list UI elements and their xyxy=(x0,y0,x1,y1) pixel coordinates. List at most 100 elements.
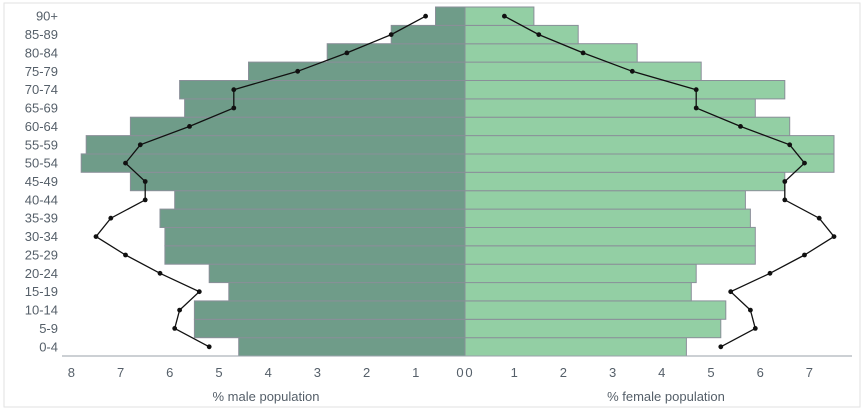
y-tick-label: 85-89 xyxy=(25,27,58,42)
y-tick-label: 25-29 xyxy=(25,248,58,263)
x-tick-label-male: 5 xyxy=(215,365,222,380)
y-tick-label: 30-34 xyxy=(25,229,58,244)
male-bar-60-64 xyxy=(129,116,466,137)
female-bar-55-59 xyxy=(464,135,835,155)
lines-layer xyxy=(93,13,837,350)
y-tick-label: 60-64 xyxy=(25,119,58,134)
x-tick-label-male: 3 xyxy=(314,365,321,380)
x-tick-label-female: 7 xyxy=(806,365,813,380)
male-line-point-30-34 xyxy=(93,234,99,240)
male-line-point-40-44 xyxy=(142,197,148,203)
y-tick-label: 50-54 xyxy=(25,156,58,171)
labels-layer: 0-4 5-9 10-14 15-19 20-24 25-29 30-34 35-39 40-4… xyxy=(25,9,813,404)
x-tick-label-male: 2 xyxy=(363,365,370,380)
bars-layer xyxy=(80,6,835,357)
male-line-point-0-4 xyxy=(206,344,212,350)
male-bar-70-74 xyxy=(179,80,466,100)
female-bar-75-79 xyxy=(464,61,702,81)
female-line-point-65-69 xyxy=(693,105,699,111)
male-bar-55-59 xyxy=(85,135,466,155)
female-line-point-25-29 xyxy=(802,252,807,258)
male-bar-20-24 xyxy=(208,263,466,284)
x-axis-title-male: % male population xyxy=(213,389,320,404)
female-bar-40-44 xyxy=(464,190,746,210)
female-line-point-75-79 xyxy=(629,68,635,74)
male-line-point-45-49 xyxy=(142,179,148,184)
y-tick-label: 45-49 xyxy=(25,174,58,189)
female-line-point-50-54 xyxy=(802,160,807,166)
male-line-point-85-89 xyxy=(388,32,394,37)
female-bar-20-24 xyxy=(464,263,697,284)
female-bar-85-89 xyxy=(464,24,579,45)
female-line-point-15-19 xyxy=(728,289,734,295)
female-bar-10-14 xyxy=(464,300,727,320)
y-tick-label: 75-79 xyxy=(25,64,58,79)
male-line-point-20-24 xyxy=(157,270,163,276)
y-tick-label: 15-19 xyxy=(25,284,58,299)
female-line-point-80-84 xyxy=(580,50,586,56)
female-line-point-70-74 xyxy=(693,87,699,93)
female-bar-25-29 xyxy=(464,245,756,265)
male-bar-90+ xyxy=(435,6,466,26)
female-bar-35-39 xyxy=(464,208,751,229)
male-line-point-65-69 xyxy=(231,105,237,111)
male-line-point-55-59 xyxy=(137,142,143,148)
x-axis-title-female: % female population xyxy=(607,389,725,404)
male-bar-5-9 xyxy=(193,318,466,339)
female-bar-5-9 xyxy=(464,318,722,339)
male-bar-65-69 xyxy=(184,98,466,118)
y-tick-label: 35-39 xyxy=(25,211,58,226)
female-bar-50-54 xyxy=(464,153,835,173)
male-line-point-70-74 xyxy=(231,87,237,93)
female-line-point-40-44 xyxy=(782,197,788,203)
female-bar-90+ xyxy=(464,6,535,26)
x-tick-label-male: 4 xyxy=(265,365,272,380)
female-bar-80-84 xyxy=(464,43,638,63)
male-bar-25-29 xyxy=(164,245,466,265)
y-tick-label: 5-9 xyxy=(39,321,58,336)
x-tick-label-female: 5 xyxy=(707,365,714,380)
x-tick-label-female: 3 xyxy=(609,365,616,380)
male-line-point-15-19 xyxy=(196,289,202,295)
female-bar-70-74 xyxy=(464,80,786,100)
male-line-point-75-79 xyxy=(295,68,301,74)
female-line-point-20-24 xyxy=(767,270,773,276)
female-line-point-85-89 xyxy=(536,32,542,37)
y-tick-label: 80-84 xyxy=(25,45,58,60)
y-tick-label: 90+ xyxy=(36,9,58,24)
male-bar-30-34 xyxy=(164,226,466,247)
x-tick-label-male: 0 xyxy=(456,365,463,380)
x-tick-label-male: 8 xyxy=(68,365,75,380)
y-tick-label: 55-59 xyxy=(25,137,58,152)
male-line-point-35-39 xyxy=(108,215,114,221)
x-tick-label-female: 6 xyxy=(757,365,764,380)
female-line-point-0-4 xyxy=(718,344,724,350)
y-tick-label: 0-4 xyxy=(39,339,58,354)
male-line-point-25-29 xyxy=(123,252,128,258)
female-bar-15-19 xyxy=(464,282,692,302)
y-tick-label: 20-24 xyxy=(25,266,58,281)
male-line-point-5-9 xyxy=(172,326,178,331)
male-bar-50-54 xyxy=(80,153,466,173)
x-tick-label-male: 1 xyxy=(412,365,419,380)
female-bar-0-4 xyxy=(464,337,687,357)
female-line-point-30-34 xyxy=(831,234,837,240)
female-line-point-5-9 xyxy=(752,326,758,331)
female-line-point-45-49 xyxy=(782,179,788,184)
male-bar-35-39 xyxy=(159,208,466,229)
female-line-point-90+ xyxy=(502,13,507,19)
female-line-point-55-59 xyxy=(787,142,793,148)
y-tick-label: 10-14 xyxy=(25,303,58,318)
male-bar-10-14 xyxy=(193,300,466,320)
female-bar-45-49 xyxy=(464,171,786,192)
male-line-point-60-64 xyxy=(187,124,192,129)
x-tick-label-male: 6 xyxy=(166,365,173,380)
male-bar-0-4 xyxy=(238,337,466,357)
y-tick-label: 65-69 xyxy=(25,101,58,116)
male-line-point-90+ xyxy=(423,13,428,19)
y-tick-label: 40-44 xyxy=(25,192,58,207)
male-line-point-10-14 xyxy=(177,307,183,313)
chart-frame xyxy=(3,2,861,408)
male-bar-15-19 xyxy=(228,282,466,302)
